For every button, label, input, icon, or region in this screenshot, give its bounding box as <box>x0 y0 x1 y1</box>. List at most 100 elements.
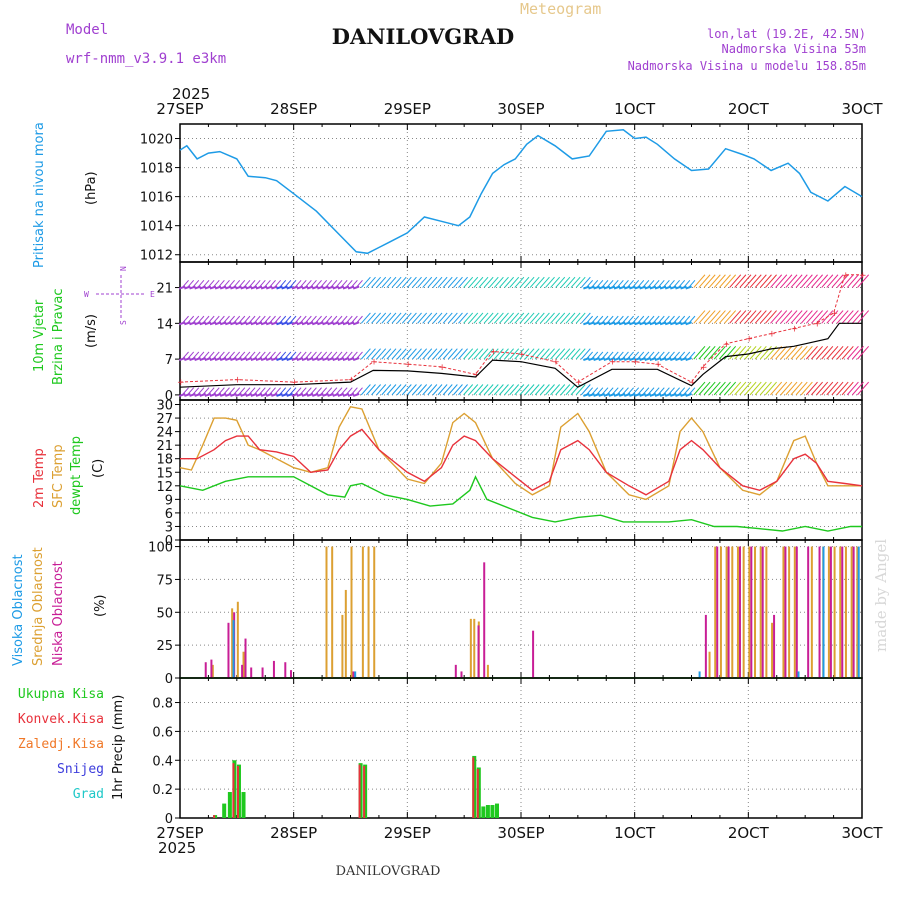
wind-barb-tick <box>265 285 273 290</box>
compass-s: S <box>119 320 128 325</box>
wind-barb <box>739 310 752 324</box>
cloud-bar <box>738 546 741 678</box>
wind-barb <box>463 276 474 288</box>
ytick-label: 1014 <box>140 220 173 235</box>
gust-marker: + <box>348 376 356 386</box>
wind-barb-tick <box>680 285 687 290</box>
legend-frz-rain: Zaledj.Kisa <box>18 737 104 752</box>
wind-barb <box>708 345 721 360</box>
wind-barb-tick <box>260 392 268 397</box>
ytick-label: 0 <box>165 534 173 549</box>
wind-barb <box>785 310 798 324</box>
wind-barb <box>857 345 870 360</box>
wind-barb <box>826 381 839 396</box>
wind-barb-tick <box>598 357 606 362</box>
wind-barb-tick <box>255 392 263 397</box>
wind-barb <box>851 310 864 324</box>
wind-barb <box>821 274 834 288</box>
wind-barb <box>493 276 504 288</box>
wind-barb <box>775 274 788 288</box>
wind-barb-tick <box>301 357 309 362</box>
cloud-bar <box>850 546 853 678</box>
wind-barb <box>401 276 412 288</box>
wind-barb <box>432 384 443 396</box>
time-label-bottom: 30SEP <box>497 824 544 842</box>
cloud-bar <box>469 618 472 678</box>
wind-barb <box>524 384 535 396</box>
footer-station: DANILOVGRAD <box>336 864 441 879</box>
wind-barb-tick <box>204 392 212 397</box>
wind-barb <box>463 312 474 324</box>
wind-barb <box>493 384 504 396</box>
wind-barb-tick <box>613 285 621 290</box>
wind-barb <box>754 345 767 360</box>
wind-barb <box>851 381 864 396</box>
wind-barb-tick <box>311 285 319 290</box>
wind-barb <box>570 312 581 324</box>
wind-barb <box>816 274 829 288</box>
wind-barb <box>406 276 417 288</box>
wind-barb <box>514 384 525 396</box>
wind-barb-tick <box>649 357 657 362</box>
time-label-bottom: 3OCT <box>842 824 884 842</box>
wind-barb <box>555 384 566 396</box>
wind-barb <box>841 310 854 324</box>
wind-barb-tick <box>230 285 237 290</box>
wind-barb-tick <box>271 392 278 397</box>
cloud-bar <box>844 546 847 678</box>
cloud-bar <box>236 601 239 678</box>
wind-barb-tick <box>629 392 636 397</box>
wind-barb-tick <box>322 392 329 397</box>
wind-barb-tick <box>588 392 595 397</box>
wind-barb <box>708 310 721 324</box>
wind-barb <box>749 274 762 288</box>
wind-barb <box>509 384 520 396</box>
wind-barb <box>575 276 586 288</box>
wind-barb <box>488 348 499 360</box>
wind-barb <box>693 310 706 324</box>
wind-barb-tick <box>276 285 283 290</box>
gust-marker: + <box>234 376 242 386</box>
wind-barb <box>841 381 854 396</box>
wind-barb <box>800 274 813 288</box>
wind-barb <box>703 274 716 288</box>
ytick-label: 3 <box>165 520 173 535</box>
cloud-bar <box>704 614 707 678</box>
wind-barb <box>836 310 849 324</box>
wind-barb <box>386 348 397 360</box>
wind-barb <box>514 348 525 360</box>
wind-barb <box>759 381 772 396</box>
wind-barb-tick <box>659 392 667 397</box>
wind-barb-tick <box>245 392 253 397</box>
wind-barb-tick <box>603 285 611 290</box>
cloud-bar <box>795 546 798 678</box>
wind-barb <box>580 312 591 324</box>
wind-barb-tick <box>271 357 278 362</box>
wind-barb-tick <box>214 285 222 290</box>
wind-barb <box>478 312 489 324</box>
ytick-label: 0 <box>165 672 173 687</box>
wind-barb-tick <box>332 285 340 290</box>
dewpoint-line <box>179 475 862 532</box>
wind-barb-tick <box>675 392 682 397</box>
wind-barb <box>841 345 854 360</box>
wind-barb <box>417 312 428 324</box>
gust-marker: + <box>438 363 446 373</box>
cloud-bar <box>477 625 480 678</box>
wind-barb-tick <box>240 392 247 397</box>
wind-barb-tick <box>347 392 355 397</box>
precip-bar-total <box>485 805 490 818</box>
wind-barb <box>366 384 376 396</box>
wind-barb-tick <box>199 285 207 290</box>
wind-barb <box>539 348 550 360</box>
wind-barb-tick <box>250 392 258 397</box>
wind-barb <box>800 345 813 360</box>
wind-barb <box>473 312 484 324</box>
wind-barb <box>565 384 576 396</box>
wind-barb <box>504 348 514 360</box>
wind-barb-tick <box>245 285 253 290</box>
wind-barb-tick <box>583 392 590 397</box>
time-label-top: 30SEP <box>497 100 544 118</box>
wind-barb <box>713 381 726 396</box>
wind-barb <box>371 312 382 324</box>
